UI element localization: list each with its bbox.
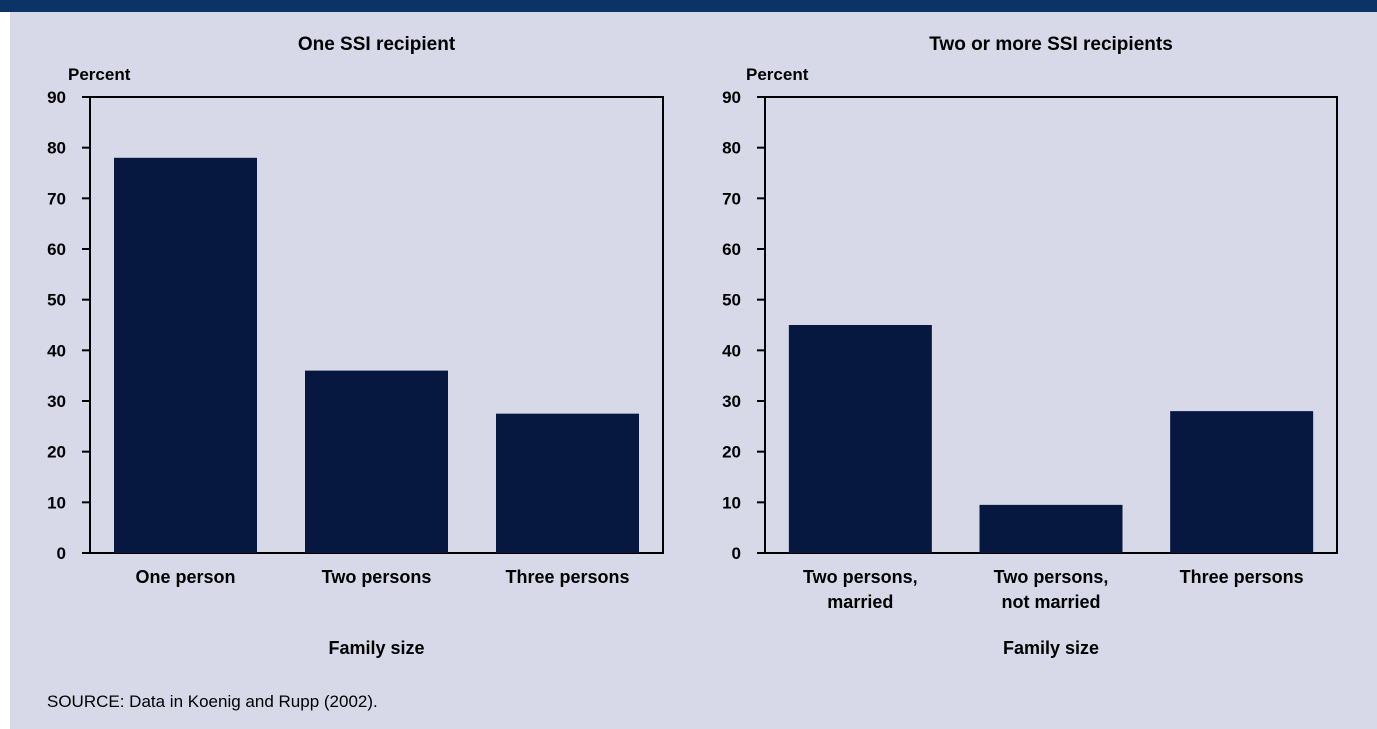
chart-2-y-tick-label: 20 [722, 443, 741, 462]
chart-2-bar [1170, 411, 1314, 553]
chart-2-y-tick-label: 80 [722, 139, 741, 158]
chart-1-x-axis-label: Family size [328, 638, 424, 658]
chart-2-y-tick-label: 60 [722, 240, 741, 259]
chart-1-y-unit-label: Percent [68, 65, 131, 84]
source-note: SOURCE: Data in Koenig and Rupp (2002). [47, 692, 378, 711]
chart-1-y-tick-label: 80 [47, 139, 66, 158]
chart-1-category-label: Two persons [322, 567, 432, 587]
chart-1-y-tick-label: 0 [57, 544, 66, 563]
chart-2-y-tick-label: 50 [722, 291, 741, 310]
chart-2-y-tick-label: 70 [722, 189, 741, 208]
chart-1-y-tick-label: 70 [47, 189, 66, 208]
chart-2-category-label: Two persons, [994, 567, 1109, 587]
chart-1-y-tick-label: 60 [47, 240, 66, 259]
chart-1-bar [305, 370, 448, 553]
chart-1-bar [496, 413, 639, 553]
chart-2-bar [979, 504, 1123, 553]
chart-1-y-tick-label: 40 [47, 341, 66, 360]
chart-1-y-tick-label: 50 [47, 291, 66, 310]
chart-1-y-tick-label: 20 [47, 443, 66, 462]
chart-1-title: One SSI recipient [298, 34, 456, 55]
chart-2-x-axis-label: Family size [1003, 638, 1099, 658]
chart-2-y-tick-label: 30 [722, 392, 741, 411]
chart-1-category-label: Three persons [505, 567, 629, 587]
chart-2-category-label: married [827, 592, 893, 612]
chart-2-category-label: not married [1001, 592, 1100, 612]
chart-2-category-label: Three persons [1180, 567, 1304, 587]
chart-1-y-tick-label: 90 [47, 88, 66, 107]
chart-2-y-tick-label: 0 [732, 544, 741, 563]
top-accent-bar [0, 0, 1377, 12]
chart-1-y-tick-label: 10 [47, 493, 66, 512]
chart-1-bar [114, 157, 257, 554]
chart-2-y-tick-label: 10 [722, 493, 741, 512]
chart-2-bar [788, 325, 932, 553]
chart-2-y-tick-label: 40 [722, 341, 741, 360]
chart-2-category-label: Two persons, [803, 567, 918, 587]
chart-2-y-unit-label: Percent [746, 65, 809, 84]
chart-2-title: Two or more SSI recipients [929, 34, 1173, 55]
chart-1-y-tick-label: 30 [47, 392, 66, 411]
chart-2-y-tick-label: 90 [722, 88, 741, 107]
chart-1-category-label: One person [135, 567, 235, 587]
